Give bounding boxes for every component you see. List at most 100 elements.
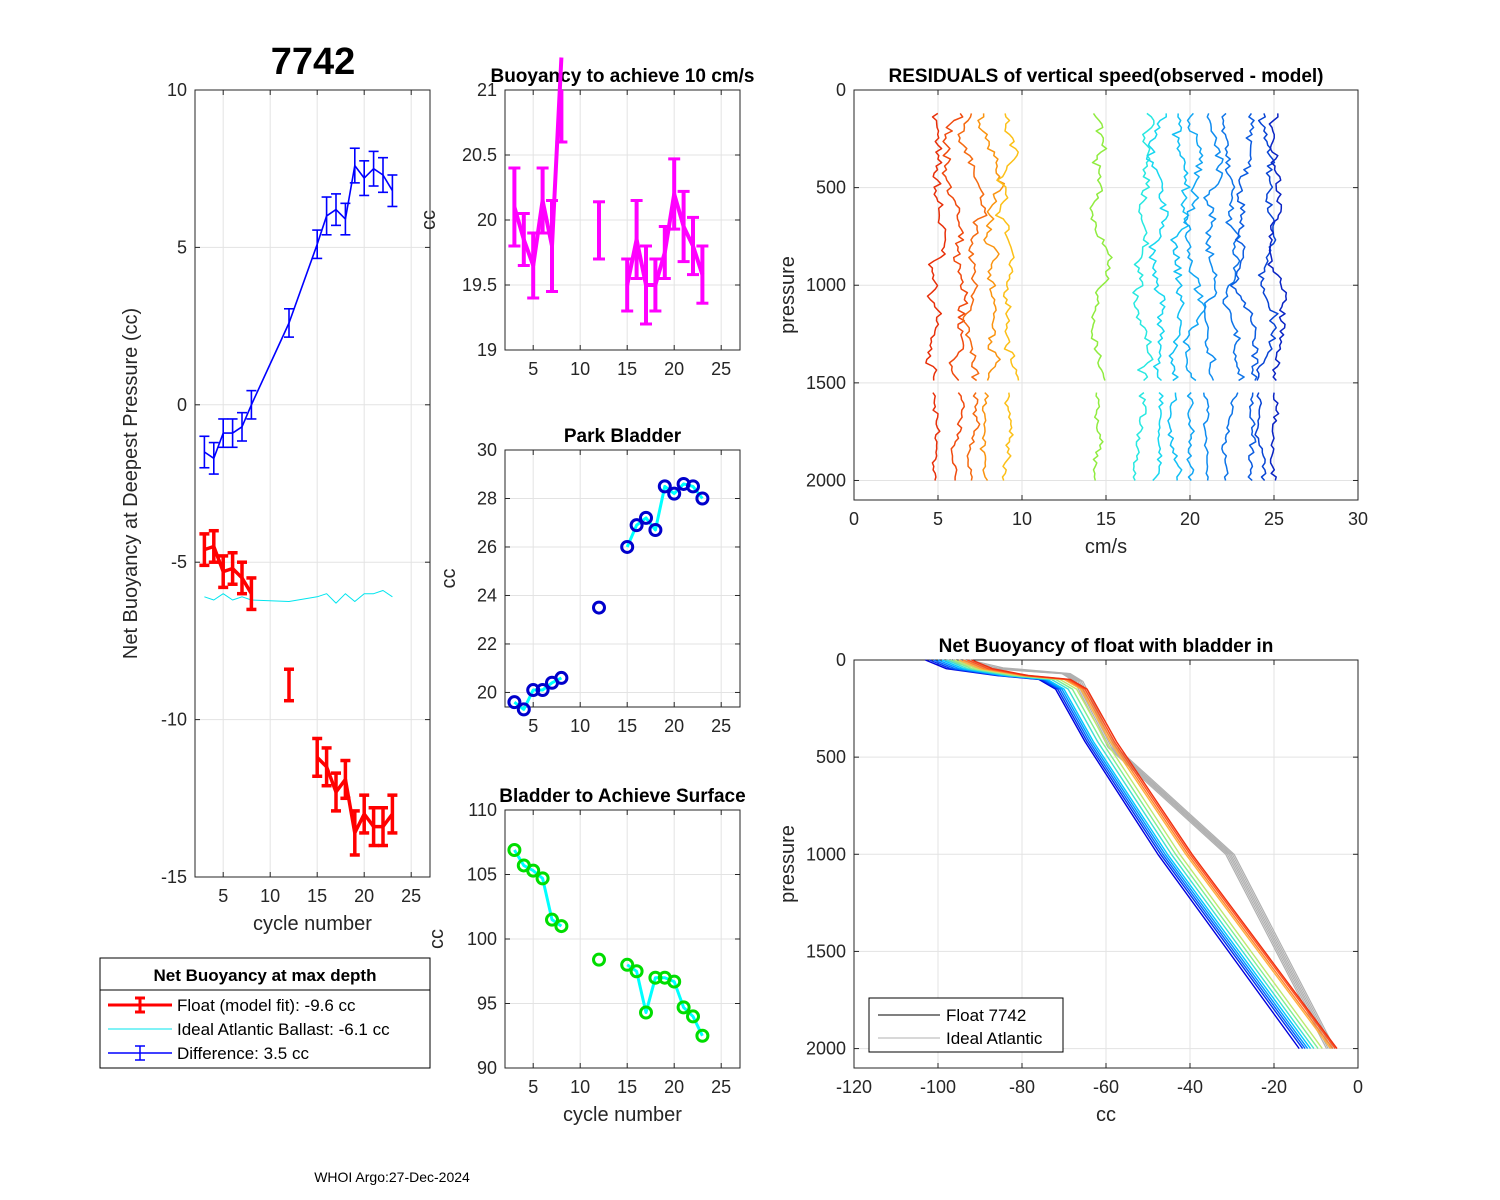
park-bladder-point [695, 491, 710, 506]
ideal-profile-line [969, 659, 1336, 1049]
park-bladder-point [639, 510, 653, 525]
x-tick-label: 5 [528, 359, 538, 379]
x-tick-label: 20 [664, 359, 684, 379]
x-tick-label: 25 [1264, 509, 1284, 529]
profile-legend: Float 7742 Ideal Atlantic [868, 997, 1064, 1053]
axes-box [853, 659, 1359, 1069]
axes-box [504, 89, 741, 351]
surface-bladder-point [545, 912, 559, 927]
x-tick-label: 15 [307, 886, 327, 906]
x-tick-label: 15 [617, 716, 637, 736]
x-tick-label: 5 [528, 716, 538, 736]
x-tick-label: 25 [711, 716, 731, 736]
x-tick-label: -80 [1009, 1077, 1035, 1097]
y-tick-label: 2000 [806, 470, 846, 490]
y-tick-label: 500 [816, 747, 846, 767]
x-tick-label: -120 [836, 1077, 872, 1097]
profile-legend-box [868, 997, 1064, 1053]
y-tick-label: 20 [477, 682, 497, 702]
residual-profile-upper [1267, 113, 1288, 381]
y-tick-label: 1500 [806, 373, 846, 393]
x-tick-label: 15 [617, 1077, 637, 1097]
x-axis-label: cc [1096, 1104, 1116, 1126]
ideal-profile-line [963, 659, 1334, 1049]
residual-profile-lower [1202, 392, 1210, 481]
legend-label-difference: Difference: 3.5 cc [177, 1044, 309, 1063]
surface-bladder-point [686, 1009, 700, 1024]
surface-bladder-point [648, 970, 663, 985]
y-tick-label: 20 [477, 210, 497, 230]
y-axis-label: cc [418, 210, 440, 230]
legend-box [99, 957, 431, 1069]
surface-bladder-point [695, 1028, 710, 1043]
surface-bladder-point [592, 952, 606, 967]
park-bladder-point [526, 683, 541, 698]
plot-area [505, 450, 740, 707]
plot-area [195, 90, 430, 877]
y-tick-label: 10 [167, 80, 187, 100]
legend-label-ideal: Ideal Atlantic Ballast: -6.1 cc [177, 1020, 390, 1039]
y-tick-label: 500 [816, 178, 846, 198]
park-bladder-point [554, 670, 569, 685]
y-tick-label: 20.5 [462, 145, 497, 165]
float-profile-line [967, 659, 1336, 1050]
y-tick-label: 5 [177, 237, 187, 257]
y-tick-label: 22 [477, 634, 497, 654]
residual-profile-lower [1254, 392, 1267, 481]
y-tick-label: 105 [467, 865, 497, 885]
residual-profile-lower [1132, 392, 1147, 481]
net-buoyancy-profile-panel: -120 -100 -80 -60 -40 -20 0 0 500 1000 1500 2000 Net… [777, 636, 1363, 1126]
residual-profile-upper [941, 112, 969, 381]
residual-profile-lower [1092, 392, 1104, 481]
x-tick-label: -40 [1177, 1077, 1203, 1097]
x-tick-label: 25 [711, 1077, 731, 1097]
surface-bladder-point [535, 871, 550, 886]
y-tick-label: 30 [477, 440, 497, 460]
residual-profile-lower [966, 392, 981, 481]
residual-profile-upper [994, 113, 1020, 381]
net-buoyancy-legend: Net Buoyancy at max depth Float (model f… [99, 957, 431, 1069]
surface-bladder-point [620, 957, 635, 972]
residual-profile-lower [1221, 392, 1239, 481]
x-tick-label: 10 [570, 1077, 590, 1097]
x-tick-label: 20 [354, 886, 374, 906]
park-bladder-point [629, 518, 644, 533]
residual-profile-upper [1089, 112, 1113, 381]
profile-legend-label-ideal: Ideal Atlantic [946, 1029, 1043, 1048]
surface-bladder-point [667, 974, 682, 989]
axes-box [504, 449, 741, 708]
x-tick-label: 5 [218, 886, 228, 906]
x-tick-label: -20 [1261, 1077, 1287, 1097]
x-tick-label: 10 [260, 886, 280, 906]
residual-profile-upper [1221, 112, 1245, 382]
park-bladder-point [667, 486, 682, 501]
surface-bladder-point [554, 919, 569, 934]
x-tick-label: 10 [1012, 509, 1032, 529]
surface-bladder-point [629, 964, 644, 979]
surface-bladder-point [676, 1000, 691, 1015]
park-bladder-point [620, 539, 635, 554]
float-profile-line [971, 659, 1338, 1050]
y-axis-label: pressure [777, 825, 799, 903]
axes-box [504, 809, 741, 1069]
x-tick-label: 5 [933, 509, 943, 529]
y-tick-label: 95 [477, 994, 497, 1014]
park-bladder-point [592, 600, 606, 615]
park-bladder-point [516, 702, 531, 717]
legend-label-float: Float (model fit): -9.6 cc [177, 996, 356, 1015]
footer-text: WHOI Argo:27-Dec-2024 [314, 1169, 470, 1185]
y-tick-label: 1000 [806, 844, 846, 864]
park-bladder-point [657, 479, 672, 494]
residual-profile-lower [1001, 392, 1014, 481]
residual-profile-lower [1152, 392, 1164, 482]
legend-entry-ideal: Ideal Atlantic Ballast: -6.1 cc [108, 1020, 390, 1039]
x-axis-label: cm/s [1085, 536, 1127, 558]
y-tick-label: -5 [171, 552, 187, 572]
residual-profile-upper [957, 113, 988, 382]
residual-profile-upper [1168, 113, 1191, 382]
y-tick-label: 0 [177, 395, 187, 415]
panel-title: Park Bladder [564, 426, 682, 447]
y-tick-label: 1000 [806, 275, 846, 295]
